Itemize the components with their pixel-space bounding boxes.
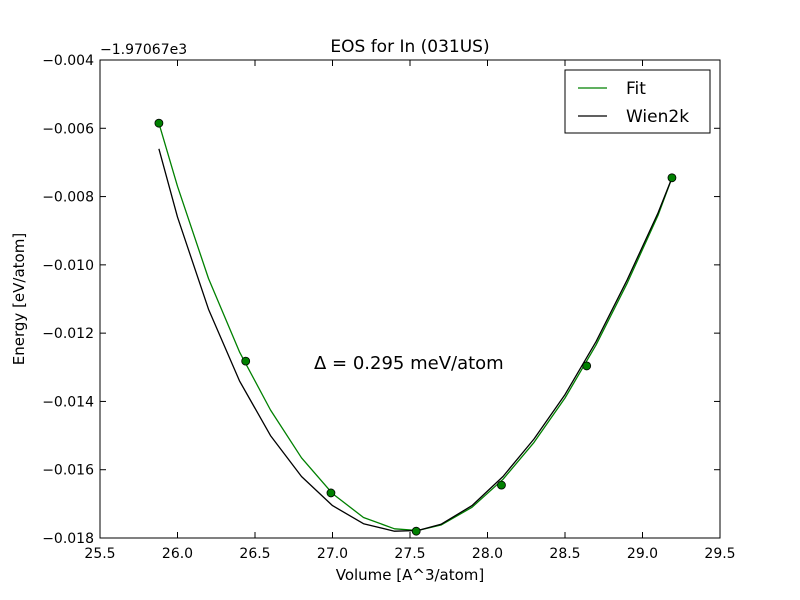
x-tick-label: 26.0 bbox=[162, 546, 193, 562]
x-tick-label: 27.5 bbox=[394, 546, 425, 562]
plot-frame bbox=[99, 59, 721, 539]
y-offset-label: −1.97067e3 bbox=[100, 42, 187, 58]
data-point bbox=[326, 488, 336, 498]
x-tick-label: 29.0 bbox=[627, 546, 658, 562]
legend-label-wien2k: Wien2k bbox=[626, 107, 689, 127]
chart-title: EOS for In (031US) bbox=[330, 37, 489, 57]
legend-box bbox=[564, 69, 711, 134]
x-axis-label: Volume [A^3/atom] bbox=[336, 566, 485, 584]
x-tick-label: 26.5 bbox=[239, 546, 270, 562]
x-tick-label: 27.0 bbox=[317, 546, 348, 562]
x-tick-label: 25.5 bbox=[84, 546, 115, 562]
data-point bbox=[582, 361, 592, 371]
y-tick-label: −0.016 bbox=[42, 463, 94, 479]
x-tick-label: 28.0 bbox=[472, 546, 503, 562]
y-tick-label: −0.010 bbox=[42, 258, 94, 274]
y-axis-label: Energy [eV/atom] bbox=[10, 233, 28, 365]
y-tick-label: −0.004 bbox=[42, 53, 94, 69]
delta-annotation: Δ = 0.295 meV/atom bbox=[314, 353, 504, 374]
y-tick-label: −0.018 bbox=[42, 531, 94, 547]
data-point bbox=[497, 480, 506, 490]
data-point bbox=[241, 356, 251, 366]
y-tick-label: −0.006 bbox=[42, 121, 94, 137]
data-point bbox=[411, 526, 421, 536]
legend-label-fit: Fit bbox=[626, 79, 646, 99]
x-tick-label: 29.5 bbox=[704, 546, 735, 562]
axis-ticks: 25.5 26.0 26.5 27.0 27.5 28.0 28.5 29.0 29.5 −0.0… bbox=[42, 53, 735, 562]
x-tick-label: 28.5 bbox=[549, 546, 580, 562]
y-tick-label: −0.008 bbox=[42, 190, 94, 206]
y-tick-label: −0.012 bbox=[42, 326, 94, 342]
y-tick-label: −0.014 bbox=[42, 394, 94, 410]
data-point bbox=[154, 118, 164, 128]
series-group bbox=[154, 118, 677, 536]
legend: Fit Wien2k bbox=[564, 69, 711, 134]
data-point bbox=[667, 173, 677, 183]
